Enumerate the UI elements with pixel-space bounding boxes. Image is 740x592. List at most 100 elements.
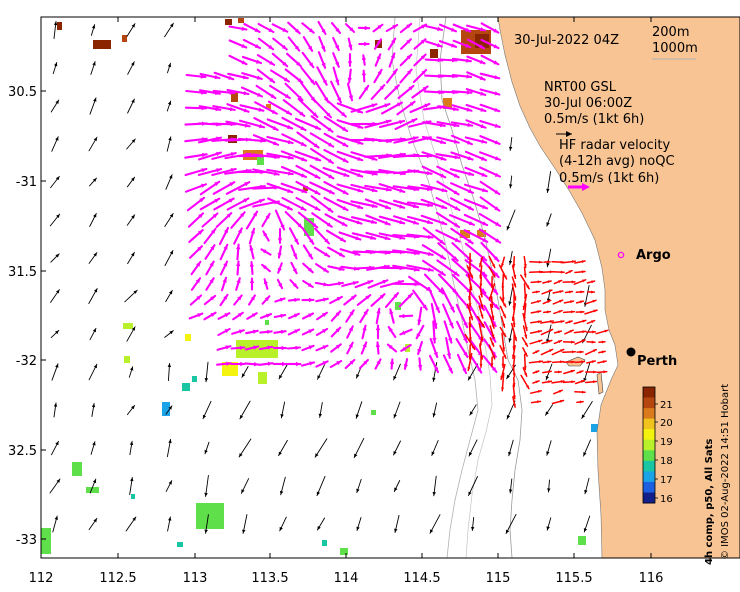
current-arrow [203,227,217,245]
colorbar-segment [643,481,655,493]
radar-arrow [542,310,552,314]
current-arrow [295,164,321,180]
current-arrow [364,119,392,129]
model-arrow [127,98,135,114]
current-arrow [464,166,488,178]
current-arrow [259,313,273,319]
garden-island [596,371,604,395]
current-arrow [226,103,250,113]
model-arrow [432,475,437,497]
colorbar-segment [643,450,655,462]
current-arrow [258,345,274,351]
current-arrow [421,165,447,179]
current-arrow [451,104,473,112]
current-arrow [365,103,391,113]
current-arrow [252,134,280,146]
radar-arrow [466,303,474,321]
current-arrow [451,90,473,95]
radar-arrow [522,312,528,332]
radar-arrow [576,400,584,404]
plot-frame [40,16,740,559]
current-arrow [450,227,474,245]
current-arrow [295,180,321,196]
current-arrow [480,54,500,66]
current-arrow [422,121,446,128]
radar-arrow [565,320,573,324]
current-arrow [330,343,342,353]
radar-arrow [586,290,596,294]
radar-arrow [512,396,516,408]
model-arrow [88,136,98,152]
current-arrow [463,213,489,227]
radar-arrow [479,356,483,368]
colorbar-segment [643,408,655,420]
current-arrow [479,166,501,178]
current-arrow [413,53,427,67]
current-arrow [399,22,413,34]
current-arrow [449,197,475,211]
model-arrow [50,289,60,303]
lon-tick-label: 115.5 [555,571,592,586]
current-arrow [450,182,474,194]
model-arrow [394,515,400,533]
current-arrow [347,68,352,84]
current-arrow [277,262,283,274]
radar-arrow [489,303,495,321]
model-arrow [581,401,593,419]
current-arrow [217,327,231,337]
current-arrow [316,66,328,86]
current-arrow [301,344,315,352]
current-arrow [242,38,262,50]
sst-patch [122,35,127,42]
current-arrow [378,215,406,225]
radar-arrow [489,325,495,339]
current-arrow [199,180,221,196]
current-arrow [201,212,219,228]
current-arrow [466,71,486,81]
current-arrow [436,165,460,179]
model-arrow [51,363,59,381]
current-arrow [330,22,342,34]
current-arrow [449,168,475,176]
current-arrow [469,354,483,374]
colorbar-tick-label: 18 [660,456,673,467]
current-arrow [388,52,396,68]
model-arrow [546,213,552,227]
current-arrow [336,198,364,210]
current-arrow [317,20,327,36]
lon-tick-label: 114 [334,571,359,586]
model-arrow [126,138,136,150]
current-arrow [310,147,334,165]
current-arrow [466,24,486,32]
current-arrow [449,214,475,226]
current-arrow [225,120,251,128]
model-arrow [164,250,174,266]
model-arrow [53,402,58,418]
sst-patch [185,334,191,341]
current-arrow [440,287,456,313]
lon-tick-label: 113.5 [251,571,288,586]
radar-arrow [551,320,565,324]
model-arrow [165,174,173,190]
current-arrow [412,68,428,84]
map-plot-area [41,17,740,558]
sst-patch [231,92,238,102]
sst-colorbar: 21 20 19 18 17 16 [642,386,673,505]
radar-title-line2: (4-12h avg) noQC [559,154,675,169]
current-arrow [266,168,294,176]
current-arrow [313,246,331,258]
current-arrow [230,345,246,350]
model-arrow [88,517,98,531]
current-arrow [280,165,308,179]
current-arrow [302,244,314,260]
model-arrow [50,99,60,113]
model-arrow [90,441,96,455]
model-arrow [89,327,97,341]
current-arrow [394,118,418,130]
lat-tick-label: -33 [16,533,37,548]
current-arrow [361,324,367,340]
current-arrow [336,150,364,162]
current-arrow [245,329,259,335]
current-arrow [407,185,433,192]
colorbar-segment [643,492,655,504]
